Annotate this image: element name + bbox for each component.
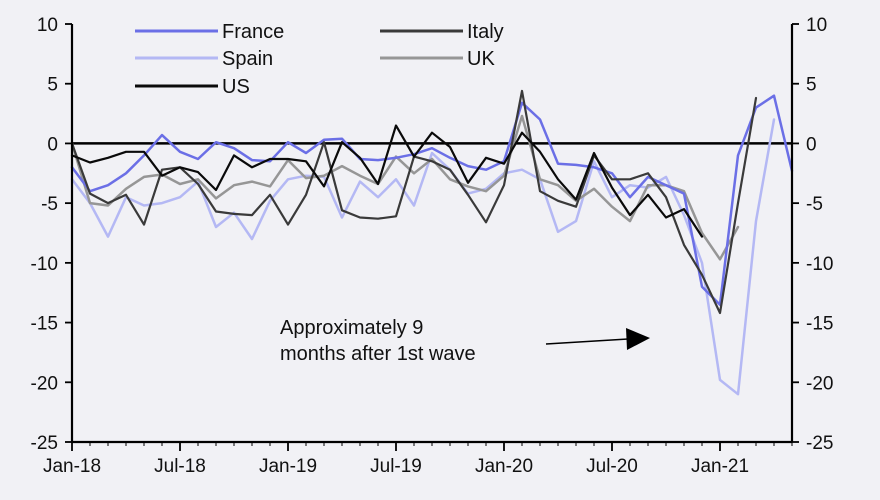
y-tick-label-left: -25	[31, 433, 58, 454]
x-tick-label: Jan-18	[43, 456, 101, 477]
annotation-arrow-head	[626, 328, 650, 350]
y-tick-label-left: -15	[31, 314, 58, 335]
y-tick-label-left: 5	[47, 75, 58, 96]
y-tick-label-left: -5	[41, 194, 58, 215]
y-tick-label-right: -10	[806, 254, 833, 275]
annotation-text: Approximately 9	[280, 317, 423, 339]
y-tick-label-left: 10	[37, 15, 58, 36]
legend-label-spain: Spain	[222, 48, 273, 70]
legend-label-us: US	[222, 76, 250, 98]
y-tick-label-right: 5	[806, 75, 817, 96]
y-tick-label-left: 0	[47, 134, 58, 155]
annotation-text: months after 1st wave	[280, 343, 476, 365]
x-tick-label: Jan-20	[475, 456, 533, 477]
series-line-france	[70, 94, 794, 306]
series-line-us	[70, 124, 704, 238]
x-tick-label: Jul-20	[586, 456, 638, 477]
y-tick-label-right: -5	[806, 194, 823, 215]
legend-label-italy: Italy	[467, 21, 504, 43]
legend-label-france: France	[222, 21, 284, 43]
y-tick-label-right: -20	[806, 373, 833, 394]
y-tick-label-left: -20	[31, 373, 58, 394]
y-tick-label-right: 0	[806, 134, 817, 155]
series-line-uk	[70, 114, 740, 261]
annotation-arrow-shaft	[545, 338, 629, 345]
x-tick-label: Jul-18	[154, 456, 206, 477]
x-tick-label: Jan-21	[691, 456, 749, 477]
legend-label-uk: UK	[467, 48, 495, 70]
y-tick-label-right: 10	[806, 15, 827, 36]
y-tick-label-left: -10	[31, 254, 58, 275]
y-tick-label-right: -25	[806, 433, 833, 454]
x-tick-label: Jul-19	[370, 456, 422, 477]
y-tick-label-right: -15	[806, 314, 833, 335]
x-tick-label: Jan-19	[259, 456, 317, 477]
